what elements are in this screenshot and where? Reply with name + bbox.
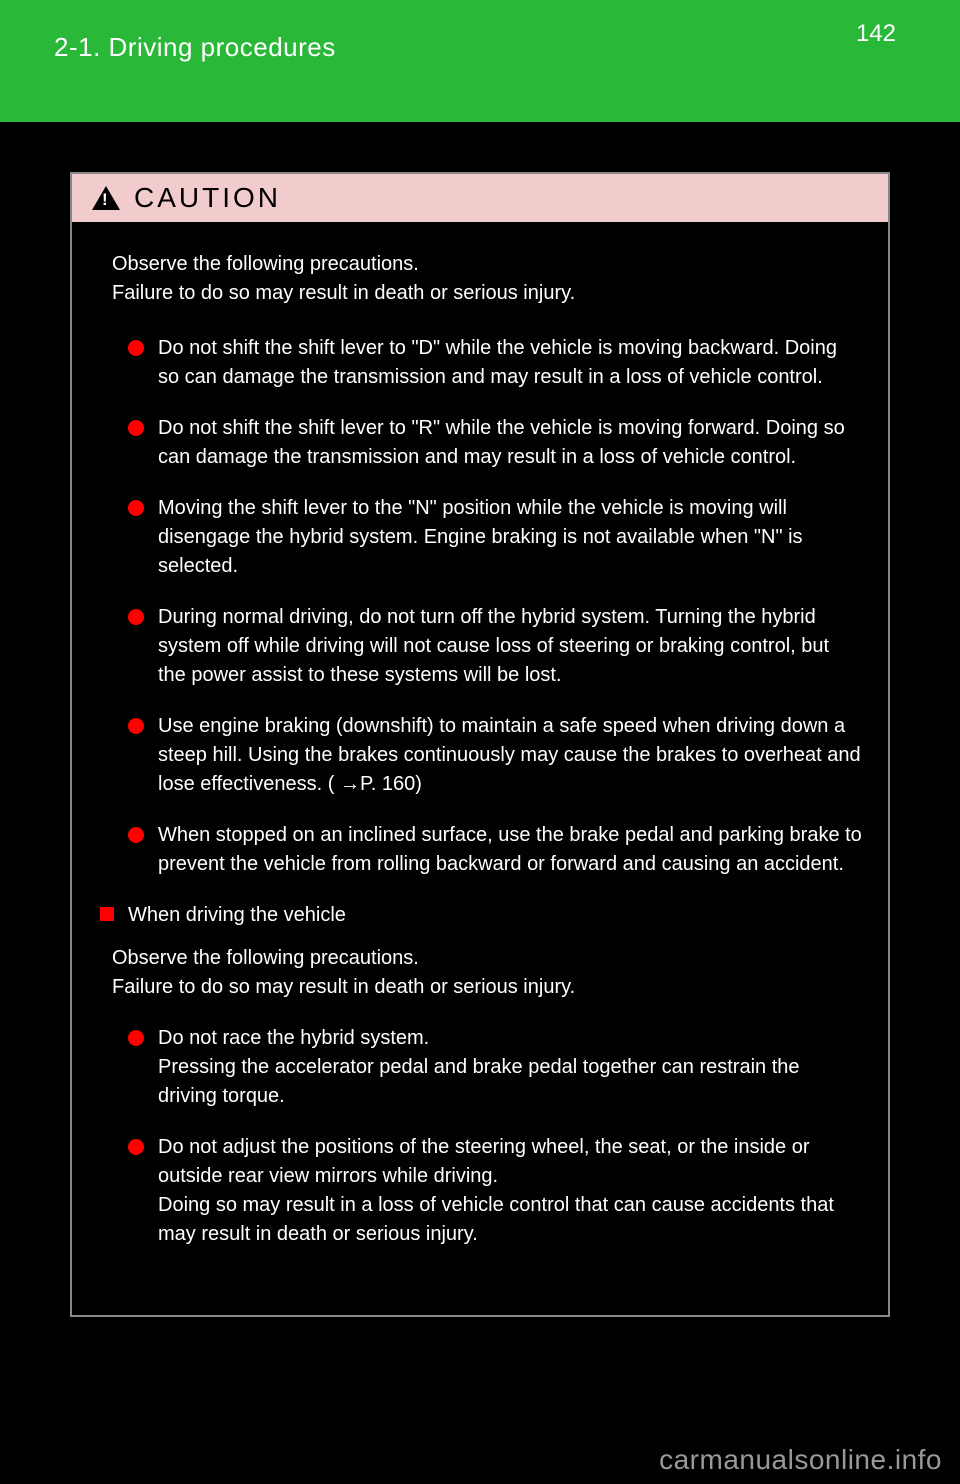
- list-item: Use engine braking (downshift) to mainta…: [128, 712, 862, 799]
- list-item: Moving the shift lever to the "N" positi…: [128, 494, 862, 581]
- list-item: Do not race the hybrid system. Pressing …: [128, 1024, 862, 1111]
- subsection: When driving the vehicle Observe the fol…: [98, 901, 862, 1249]
- section-title: 2-1. Driving procedures: [54, 32, 336, 62]
- watermark: carmanualsonline.info: [659, 1444, 942, 1476]
- warning-triangle-icon: [92, 186, 120, 210]
- list-item: When stopped on an inclined surface, use…: [128, 821, 862, 879]
- caution-title: CAUTION: [134, 182, 281, 214]
- subsection-heading: When driving the vehicle: [100, 901, 862, 930]
- page-content: CAUTION Observe the following precaution…: [0, 122, 960, 1317]
- list-item: During normal driving, do not turn off t…: [128, 603, 862, 690]
- list-item: Do not shift the shift lever to "R" whil…: [128, 414, 862, 472]
- caution-header: CAUTION: [72, 174, 888, 222]
- page-number: 142: [856, 20, 896, 48]
- intro-text: Observe the following precautions. Failu…: [112, 250, 862, 308]
- caution-box: CAUTION Observe the following precaution…: [70, 172, 890, 1317]
- list-item: Do not shift the shift lever to "D" whil…: [128, 334, 862, 392]
- page-header: 142 2-1. Driving procedures: [0, 0, 960, 122]
- bullet-list: Do not shift the shift lever to "D" whil…: [128, 334, 862, 879]
- list-item: Do not adjust the positions of the steer…: [128, 1133, 862, 1249]
- subsection-intro: Observe the following precautions. Failu…: [112, 944, 862, 1002]
- caution-body: Observe the following precautions. Failu…: [72, 222, 888, 1315]
- sub-bullet-list: Do not race the hybrid system. Pressing …: [128, 1024, 862, 1249]
